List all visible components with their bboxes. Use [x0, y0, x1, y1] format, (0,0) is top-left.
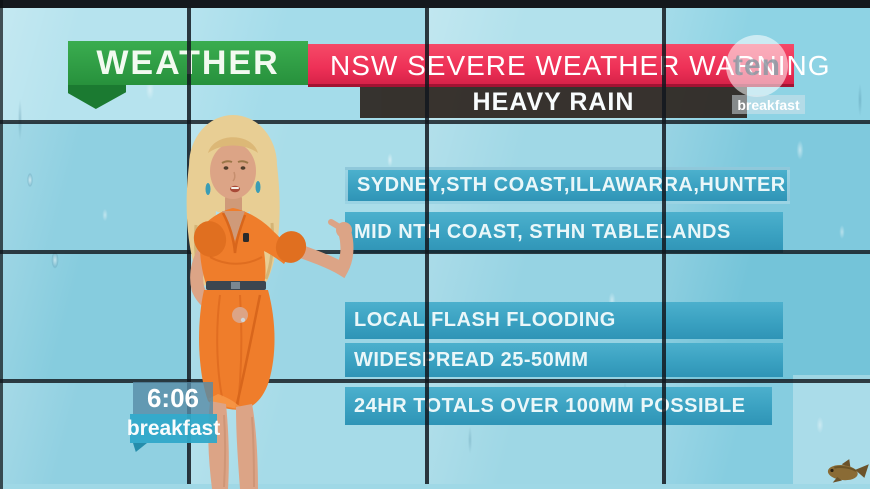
- clock-time: 6:06: [133, 382, 213, 414]
- ten-watermark: ten: [726, 35, 788, 97]
- breakfast-watermark: breakfast: [732, 95, 805, 114]
- fish-icon: [827, 459, 869, 483]
- breakfast-logo-tail: [133, 443, 147, 452]
- breakfast-logo: breakfast: [127, 414, 220, 443]
